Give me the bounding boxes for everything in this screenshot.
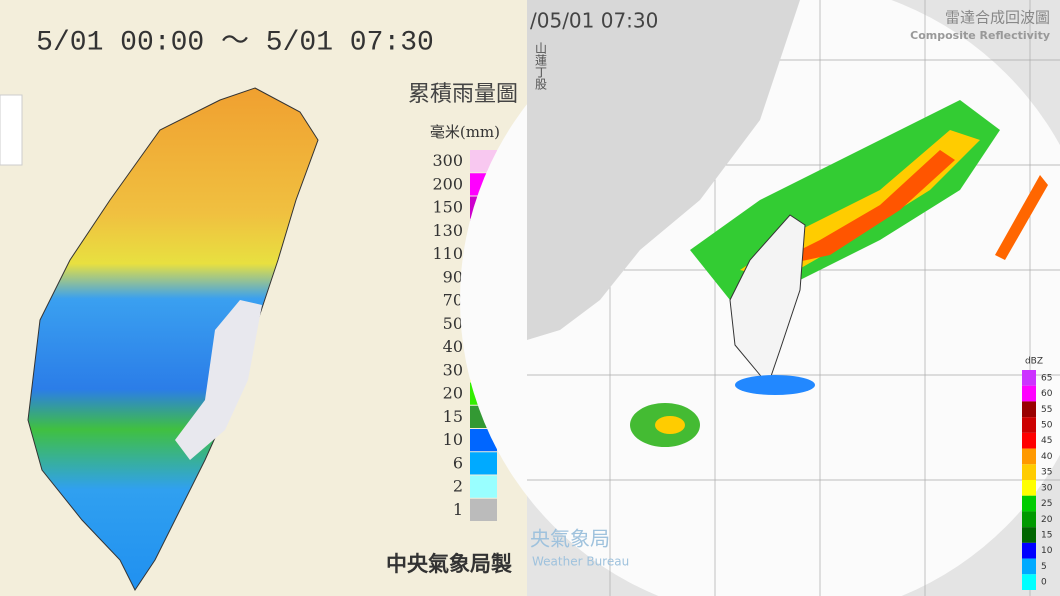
echo-south bbox=[735, 375, 815, 395]
legend-label: 40 bbox=[443, 337, 463, 356]
logo-sub: Weather Bureau bbox=[532, 555, 629, 569]
legend-label: 10 bbox=[1041, 546, 1053, 556]
side-label: 山蓮丁股 bbox=[534, 42, 548, 91]
legend-swatch bbox=[470, 452, 497, 475]
map-title: 累積雨量圖 bbox=[408, 82, 518, 107]
legend-swatch bbox=[1022, 511, 1036, 528]
legend-label: 5 bbox=[1041, 562, 1047, 572]
legend-label: 60 bbox=[1041, 389, 1053, 399]
echo-peak bbox=[760, 150, 955, 270]
legend-label: 150 bbox=[432, 198, 463, 217]
legend-swatch bbox=[1022, 448, 1036, 465]
legend-label: 110 bbox=[432, 244, 463, 263]
echo-line bbox=[995, 175, 1048, 260]
legend-label: 50 bbox=[1041, 421, 1053, 431]
legend-label: 0 bbox=[1041, 578, 1047, 588]
dry-area bbox=[175, 300, 262, 460]
legend-label: 10 bbox=[443, 430, 463, 449]
legend-label: 30 bbox=[443, 360, 463, 379]
legend-swatch bbox=[1022, 495, 1036, 512]
legend-swatch bbox=[1022, 370, 1036, 386]
legend-swatch bbox=[1022, 417, 1036, 433]
legend-label: 25 bbox=[1041, 499, 1052, 509]
legend-label: 15 bbox=[443, 407, 463, 426]
legend-label: 30 bbox=[1041, 483, 1053, 493]
legend-label: 300 bbox=[432, 151, 463, 170]
legend-label: 200 bbox=[432, 174, 463, 193]
legend-swatch bbox=[1022, 542, 1036, 559]
legend-label: 40 bbox=[1041, 452, 1053, 462]
legend-swatch bbox=[1022, 527, 1036, 543]
logo-text: 央氣象局 bbox=[530, 527, 610, 551]
legend-label: 35 bbox=[1041, 468, 1052, 478]
credit: 中央氣象局製 bbox=[386, 552, 512, 576]
radar-subtitle: Composite Reflectivity bbox=[910, 29, 1050, 42]
legend-label: 70 bbox=[443, 291, 463, 310]
legend-swatch bbox=[1022, 464, 1036, 480]
legend-swatch bbox=[1022, 385, 1036, 402]
legend-swatch bbox=[1022, 401, 1036, 418]
legend-swatch bbox=[470, 475, 497, 498]
legend-label: 90 bbox=[443, 267, 463, 286]
legend-label: 45 bbox=[1041, 436, 1052, 446]
legend-label: 2 bbox=[453, 477, 463, 496]
legend-swatch bbox=[1022, 574, 1036, 590]
legend-label: 55 bbox=[1041, 405, 1052, 415]
unit-label: 毫米(mm) bbox=[430, 123, 500, 141]
legend-swatch bbox=[1022, 432, 1036, 449]
legend-label: 20 bbox=[1041, 515, 1053, 525]
legend-swatch bbox=[1022, 558, 1036, 575]
legend-swatch bbox=[1022, 480, 1036, 496]
legend-swatch bbox=[470, 498, 497, 521]
china-coast bbox=[527, 0, 800, 340]
legend-label: 130 bbox=[432, 221, 463, 240]
radar-time: /05/01 07:30 bbox=[530, 9, 658, 33]
legend-label: 50 bbox=[443, 314, 463, 333]
legend-label: 15 bbox=[1041, 531, 1052, 541]
radar-unit: dBZ bbox=[1025, 357, 1043, 367]
legend-label: 6 bbox=[453, 453, 463, 472]
legend-label: 65 bbox=[1041, 373, 1052, 383]
legend-label: 1 bbox=[453, 500, 463, 519]
legend-label: 20 bbox=[443, 384, 463, 403]
echo-cell-core bbox=[655, 416, 685, 434]
radar-title: 雷達合成回波圖 bbox=[945, 9, 1050, 27]
taiwan-rain-map bbox=[27, 87, 319, 591]
inset bbox=[0, 94, 23, 166]
period-title: 5/01 00:00 ～ 5/01 07:30 bbox=[36, 27, 434, 58]
